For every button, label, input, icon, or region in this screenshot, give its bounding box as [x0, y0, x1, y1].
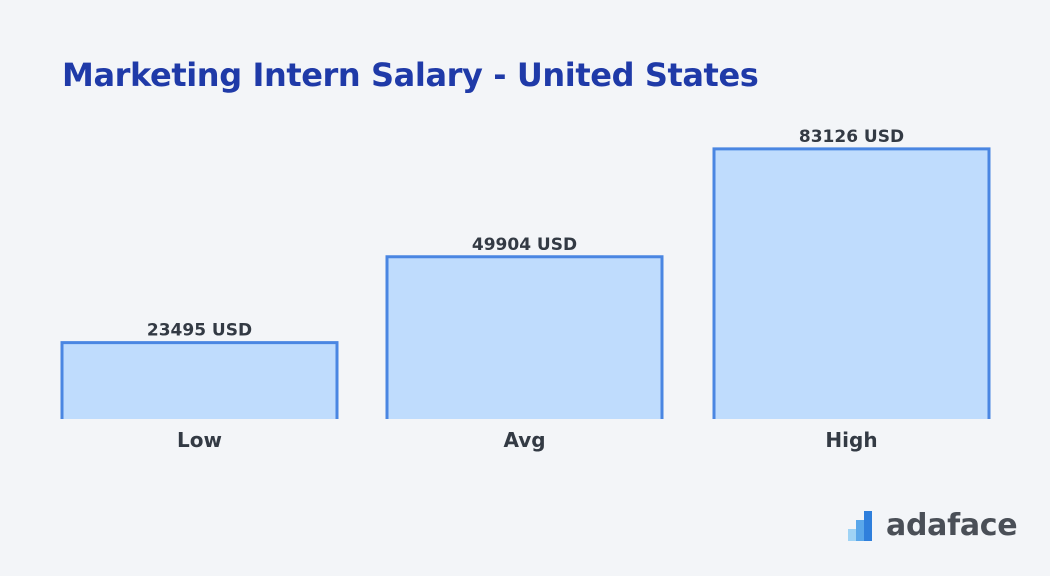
bar-low — [60, 341, 339, 419]
adaface-logo: adaface — [848, 508, 1018, 543]
value-label-low: 23495 USD — [147, 321, 252, 341]
value-label-avg: 49904 USD — [472, 235, 577, 255]
category-label-high: High — [825, 428, 877, 452]
adaface-logo-icon — [848, 510, 872, 541]
category-label-avg: Avg — [503, 428, 545, 452]
brand-name: adaface — [886, 508, 1018, 543]
value-label-high: 83126 USD — [799, 127, 904, 147]
bar-avg — [385, 255, 664, 419]
category-label-low: Low — [177, 428, 222, 452]
bar-high — [712, 147, 991, 419]
bars-group: 23495 USD Low 49904 USD Avg 83126 USD High — [60, 127, 991, 452]
chart-title: Marketing Intern Salary - United States — [62, 56, 759, 94]
